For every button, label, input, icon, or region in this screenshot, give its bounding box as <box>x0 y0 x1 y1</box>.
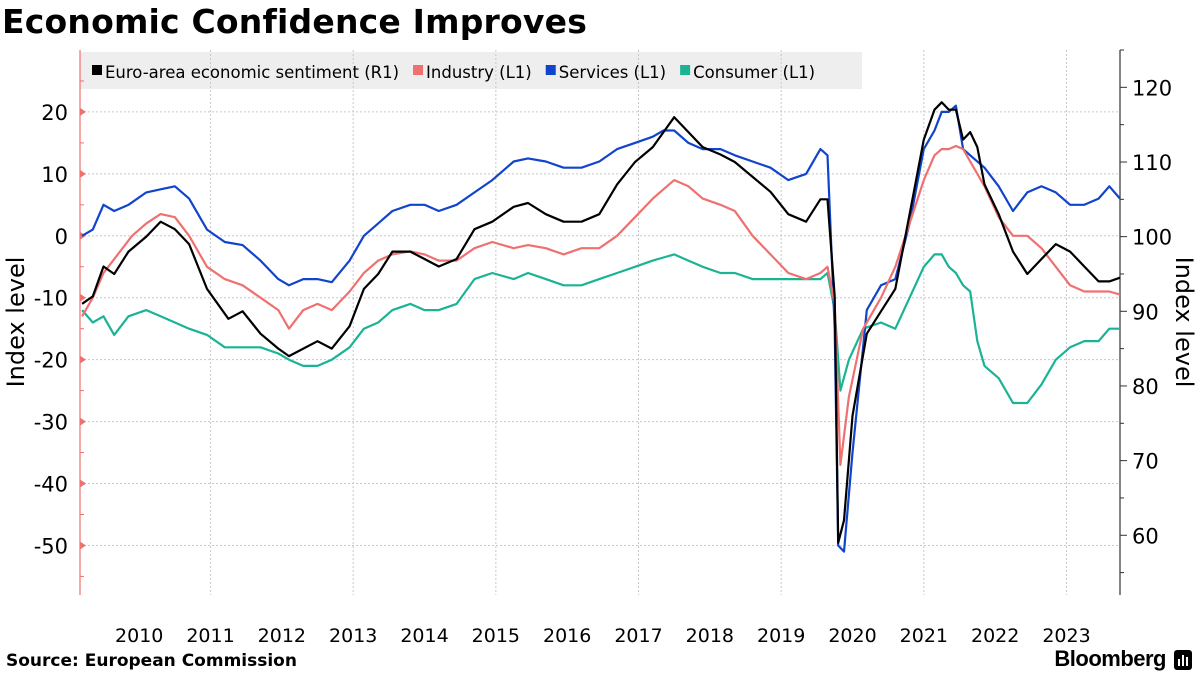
x-tick-label: 2018 <box>686 625 734 647</box>
right-tick-label: 100 <box>1132 226 1172 250</box>
gridlines <box>80 50 1120 595</box>
left-tick-label: -40 <box>34 473 68 497</box>
left-tick-label: -50 <box>34 534 68 558</box>
legend-label: Industry (L1) <box>426 63 532 82</box>
left-tick-marker <box>80 107 86 116</box>
legend-label: Services (L1) <box>559 63 666 82</box>
left-tick-marker <box>80 169 86 178</box>
left-tick-label: -10 <box>34 287 68 311</box>
right-tick-label: 80 <box>1132 375 1159 399</box>
legend-swatch <box>92 65 102 75</box>
x-axis-tick-labels: 2010 2011 2012 2013 2014 2015 2016 2017 2018 2019… <box>115 625 1091 647</box>
legend-label: Euro-area economic sentiment (R1) <box>105 63 399 82</box>
x-tick-label: 2022 <box>971 625 1019 647</box>
right-tick-label: 90 <box>1132 300 1159 324</box>
right-tick-label: 70 <box>1132 450 1159 474</box>
left-tick-label: -30 <box>34 411 68 435</box>
x-tick-label: 2017 <box>614 625 662 647</box>
left-tick-marker <box>80 479 86 488</box>
x-tick-label: 2021 <box>900 625 948 647</box>
left-axis-label: Index level <box>2 257 30 388</box>
left-tick-marker <box>80 355 86 364</box>
x-tick-label: 2010 <box>115 625 163 647</box>
series-line <box>81 104 1121 553</box>
bloomberg-terminal-icon <box>1174 650 1192 670</box>
x-tick-label: 2023 <box>1042 625 1090 647</box>
right-tick-label: 60 <box>1132 524 1159 548</box>
x-tick-label: 2016 <box>543 625 591 647</box>
x-tick-label: 2020 <box>828 625 876 647</box>
x-tick-label: 2014 <box>400 625 448 647</box>
series-line <box>81 101 1121 544</box>
left-tick-marker <box>80 293 86 302</box>
right-tick-label: 120 <box>1132 76 1172 100</box>
series-line <box>81 144 1121 466</box>
x-tick-label: 2012 <box>258 625 306 647</box>
right-axis-label: Index level <box>1170 257 1198 388</box>
legend-swatch <box>680 65 691 75</box>
legend-label: Consumer (L1) <box>693 63 815 82</box>
series-line <box>81 253 1120 405</box>
left-tick-label: 20 <box>41 101 68 125</box>
legend: Euro-area economic sentiment (R1) Industr… <box>92 63 815 82</box>
bloomberg-logo: Bloomberg <box>1054 646 1166 671</box>
chart-title: Economic Confidence Improves <box>2 2 588 41</box>
source-note: Source: European Commission <box>6 651 297 671</box>
x-tick-label: 2013 <box>329 625 377 647</box>
left-tick-label: 0 <box>55 225 68 249</box>
series-lines <box>81 101 1121 553</box>
x-tick-label: 2011 <box>186 625 234 647</box>
left-tick-marker <box>80 417 86 426</box>
left-tick-label: -20 <box>34 349 68 373</box>
left-tick-label: 10 <box>41 163 68 187</box>
legend-swatch <box>545 65 556 75</box>
x-tick-label: 2015 <box>472 625 520 647</box>
x-tick-label: 2019 <box>757 625 805 647</box>
right-tick-label: 110 <box>1132 151 1172 175</box>
left-tick-marker <box>80 541 86 550</box>
legend-swatch <box>413 65 424 75</box>
